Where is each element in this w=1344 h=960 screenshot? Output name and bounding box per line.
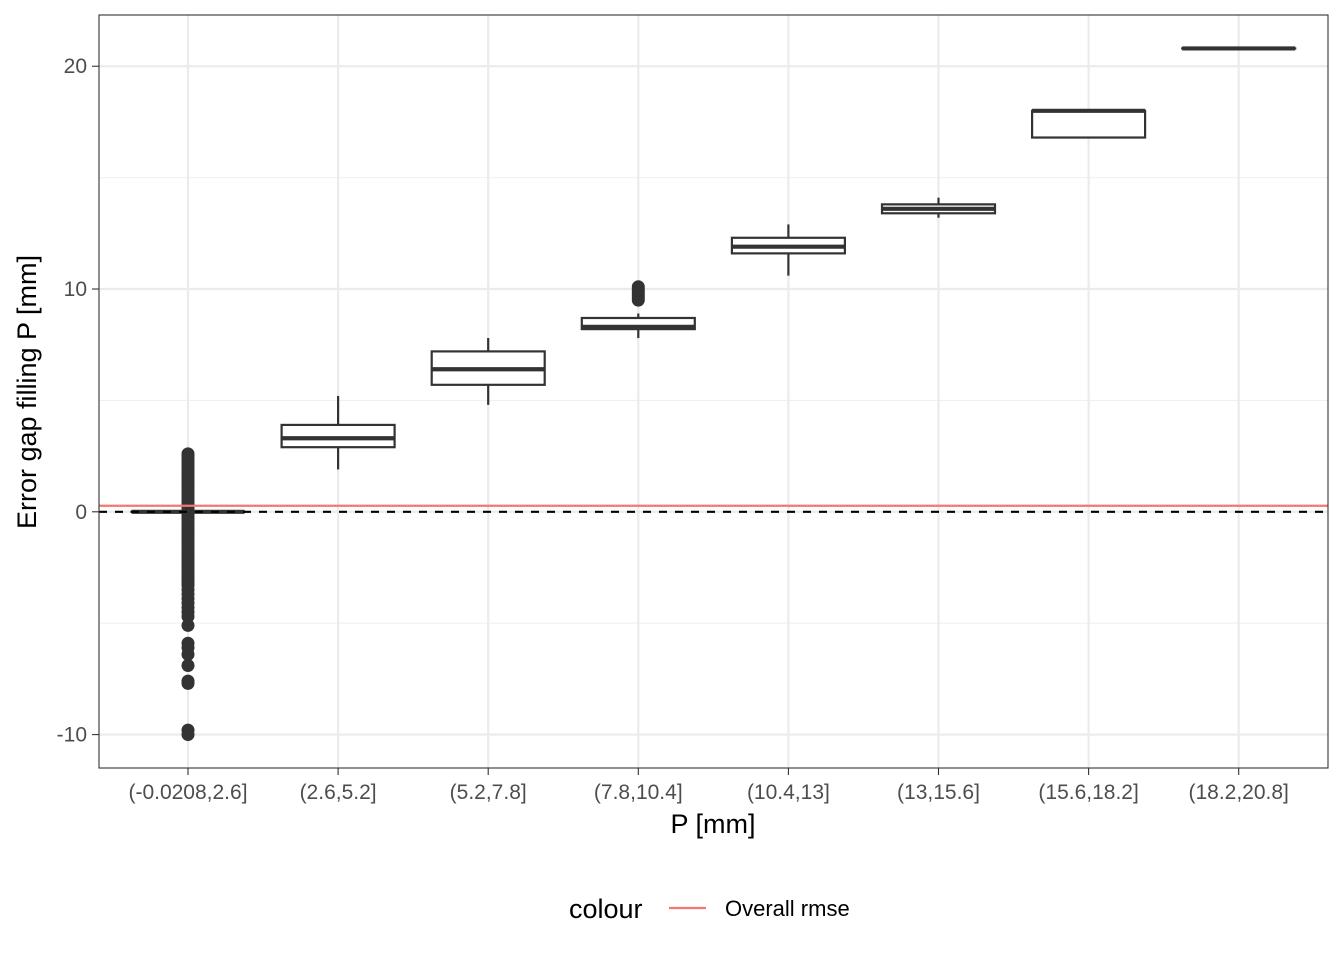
legend: colour Overall rmse [569,894,850,924]
outlier-point [181,676,195,690]
box-2 [430,338,546,405]
boxes [130,46,1297,514]
x-tick-label: (7.8,10.4] [594,781,683,804]
x-tick-label: (-0.0208,2.6] [128,781,247,804]
outlier-point [181,618,195,632]
x-tick-label: (5.2,7.8] [450,781,527,804]
y-tick-label: 10 [64,278,87,301]
y-axis: -10 0 10 20 [57,55,99,747]
x-tick-label: (2.6,5.2] [300,781,377,804]
panel-border [98,14,1329,769]
box-6 [1030,108,1147,139]
legend-label-overall-rmse: Overall rmse [725,896,850,921]
panel-background [99,15,1328,768]
box-body [1030,109,1147,139]
box-1 [280,395,396,470]
y-tick-label: 20 [64,55,87,78]
box-body [580,316,696,331]
y-axis-title: Error gap filling P [mm] [12,255,42,529]
x-tick-label: (13,15.6] [897,781,980,804]
outliers [181,280,645,742]
outlier-point [631,280,645,294]
x-axis-title: P [mm] [670,809,755,839]
x-tick-label: (15.6,18.2] [1038,781,1138,804]
y-tick-label: -10 [57,724,87,747]
y-tick-label: 0 [75,501,87,524]
outlier-point [181,647,195,661]
outlier-point [181,659,195,673]
box-body [280,423,396,449]
grid-minor [99,177,1328,624]
reference-lines [99,504,1328,513]
legend-title: colour [569,894,643,924]
x-axis: (-0.0208,2.6] (2.6,5.2] (5.2,7.8] (7.8,10.4… [128,768,1289,804]
outlier-point [181,610,195,624]
box-3 [580,313,696,339]
outlier-point [181,728,195,742]
x-tick-label: (18.2,20.8] [1188,781,1288,804]
x-tick-label: (10.4,13] [747,781,830,804]
box-5 [880,197,997,218]
box-4 [730,224,847,276]
